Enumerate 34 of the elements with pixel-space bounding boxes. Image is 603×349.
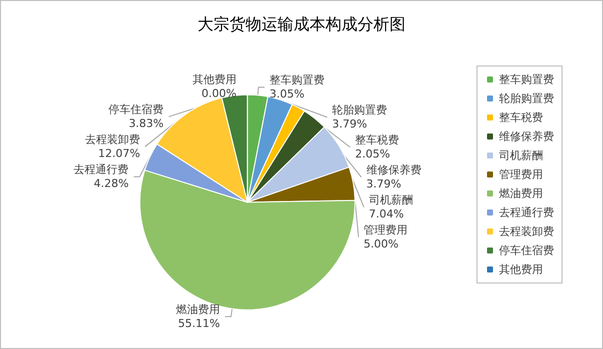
data-label: 5.00%: [364, 238, 399, 251]
data-label: 3.79%: [366, 178, 402, 191]
data-label: 7.04%: [368, 208, 404, 221]
legend-label: 燃油费用: [499, 187, 543, 200]
slice-label: 去程装卸费: [85, 133, 140, 146]
legend-label: 整车税费: [499, 111, 543, 124]
slice-label: 管理费用: [364, 224, 408, 237]
data-label: 12.07%: [98, 147, 140, 160]
data-label: 3.05%: [269, 88, 304, 101]
legend-label: 司机薪酬: [499, 149, 543, 162]
category-label: 其他费用: [192, 73, 236, 86]
legend-label: 轮胎购置费: [499, 92, 554, 105]
data-label: 2.05%: [355, 148, 390, 161]
data-label: 3.79%: [332, 118, 368, 131]
legend-label: 其他费用: [499, 263, 543, 276]
data-label: 3.83%: [128, 117, 164, 130]
legend-label: 去程装卸费: [499, 225, 554, 238]
slice-label: 去程通行费: [74, 163, 129, 176]
slice-label: 维修保养费: [366, 164, 422, 177]
text: 0.00%: [201, 87, 236, 100]
data-label: 4.28%: [94, 177, 129, 190]
chart-title: 大宗货物运输成本构成分析图: [198, 14, 406, 34]
legend-label: 停车住宿费: [499, 244, 554, 257]
legend-label: 整车购置费: [499, 73, 554, 86]
slice-label: 整车税费: [355, 134, 400, 147]
legend-label: 管理费用: [499, 168, 543, 181]
legend-label: 维修保养费: [499, 130, 554, 143]
slice-label: 轮胎购置费: [332, 104, 388, 117]
data-label: 55.11%: [178, 317, 220, 330]
legend-label: 去程通行费: [499, 206, 554, 219]
slice-label: 整车购置费: [269, 74, 324, 87]
slice-label: 停车住宿费: [108, 103, 164, 116]
slice-label: 燃油费用: [176, 303, 220, 316]
slice-label: 司机薪酬: [368, 194, 413, 207]
